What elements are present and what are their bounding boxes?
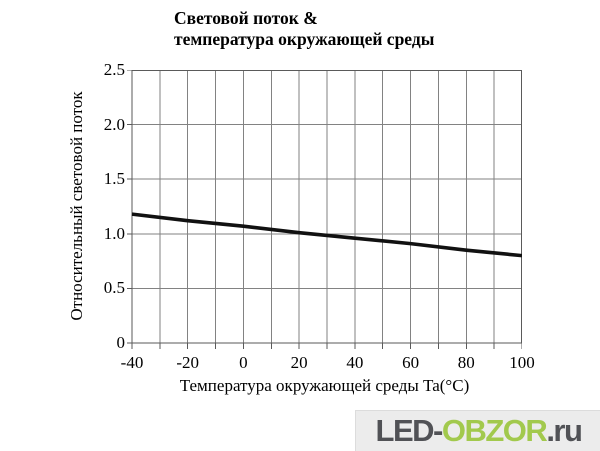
plot-area	[127, 70, 522, 349]
chart-title-line-2: температура окружающей среды	[174, 29, 435, 49]
y-tick-label: 1.5	[103, 169, 125, 189]
y-tick-label: 0.5	[103, 278, 125, 298]
x-tick-label: 80	[457, 353, 475, 372]
x-tick-label: 100	[509, 353, 535, 372]
x-tick-label: 60	[402, 353, 420, 372]
watermark-badge: LED- OBZOR .ru	[355, 410, 600, 451]
y-tick-label: 2.0	[103, 114, 125, 134]
y-tick-labels: 0 0.5 1.0 1.5 2.0 2.5	[85, 60, 126, 352]
y-tick-label: 2.5	[103, 60, 125, 79]
y-tick-label: 0	[116, 333, 126, 352]
x-tick-label: 40	[346, 353, 364, 372]
x-axis-title: Температура окружающей среды Ta(°C)	[179, 376, 470, 395]
y-tick-label: 1.0	[103, 223, 125, 243]
watermark-text-ru: .ru	[546, 413, 583, 448]
x-tick-labels: -40 -20 0 20 40 60 80 100	[121, 352, 535, 374]
chart-title: Световой поток & температура окружающей …	[174, 8, 434, 50]
watermark-text-obzor: OBZOR	[441, 413, 548, 448]
x-tick-label: 20	[290, 353, 308, 372]
x-tick-label: -40	[120, 353, 144, 372]
y-axis-title: Относительный световой поток	[67, 91, 86, 321]
watermark-text-led: LED-	[375, 413, 444, 448]
chart-title-line-1: Световой поток &	[174, 8, 318, 28]
x-tick-label: -20	[176, 353, 200, 372]
x-tick-label: 0	[239, 353, 248, 372]
